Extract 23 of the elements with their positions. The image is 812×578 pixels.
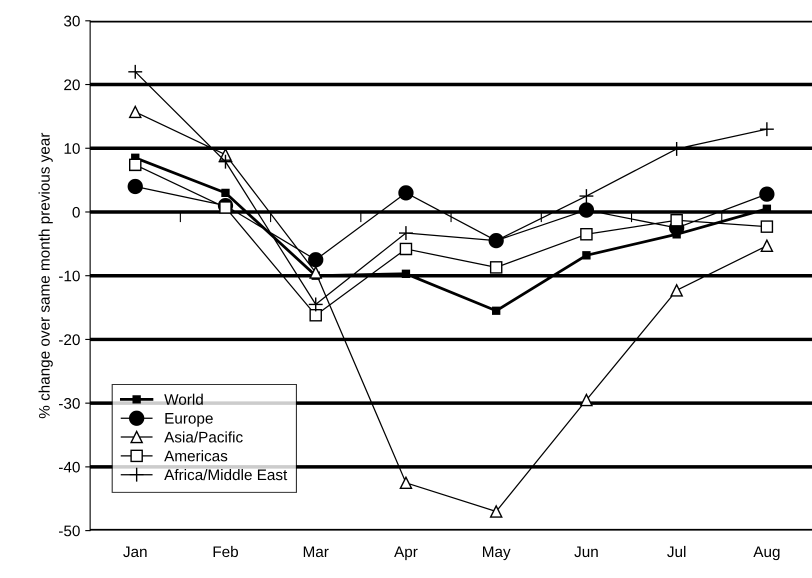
y-tick-label: 20 bbox=[64, 79, 80, 90]
y-axis-title: % change over same month previous year bbox=[38, 132, 53, 418]
x-tick-label: Jun bbox=[574, 546, 598, 558]
y-tick-label: 0 bbox=[72, 206, 80, 218]
legend-label: Africa/Middle East bbox=[164, 468, 288, 480]
y-tick-label: 30 bbox=[64, 16, 80, 26]
x-tick-label: Apr bbox=[394, 546, 418, 560]
legend-label: Europe bbox=[165, 413, 213, 427]
legend-label: Americas bbox=[164, 450, 228, 462]
legend-label: World bbox=[164, 394, 203, 405]
x-tick-label: May bbox=[483, 546, 511, 560]
x-tick-label: Jul bbox=[667, 546, 686, 558]
x-tick-label: Mar bbox=[304, 546, 329, 558]
x-tick-label: Aug bbox=[753, 546, 780, 560]
x-tick-label: Feb bbox=[214, 546, 238, 558]
legend-label: Asia/Pacific bbox=[164, 431, 243, 443]
y-tick-label: -50 bbox=[59, 525, 80, 536]
y-tick-label: -40 bbox=[59, 462, 80, 473]
x-tick-label: Jan bbox=[123, 546, 147, 558]
y-tick-label: -10 bbox=[59, 270, 80, 282]
y-tick-label: -30 bbox=[59, 398, 80, 409]
y-tick-label: 10 bbox=[64, 143, 80, 154]
y-tick-label: -20 bbox=[59, 334, 80, 346]
